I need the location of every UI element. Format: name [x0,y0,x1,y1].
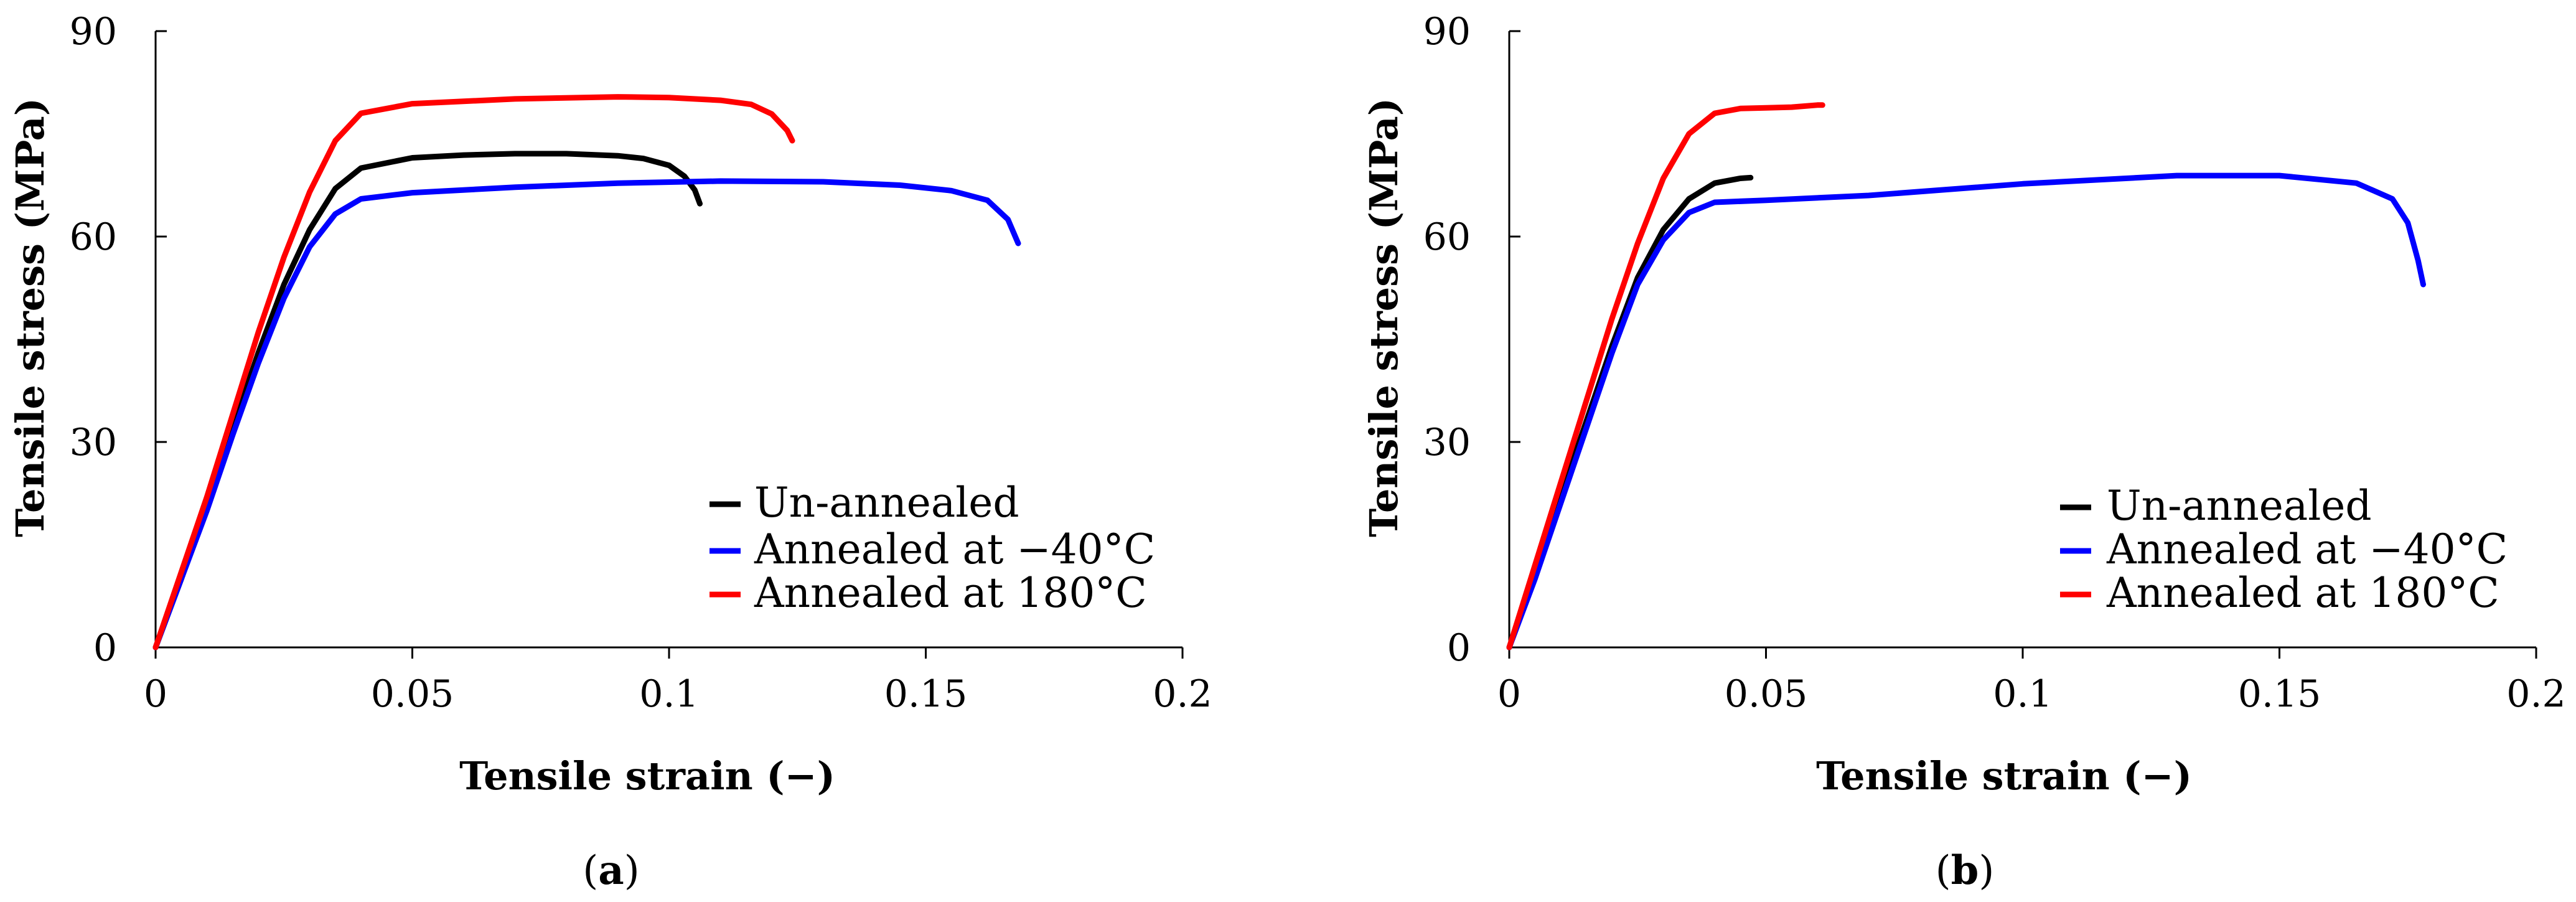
chart-b-xlabel: Tensile strain (−) [1816,753,2192,799]
chart-a-y-tick-label: 60 [70,215,117,259]
chart-b-y-tick-label: 90 [1423,10,1471,54]
chart-a-ylabel: Tensile stress (MPa) [7,98,53,537]
chart-b-plot: 0 0.05 0.1 0.15 0.2 0 30 60 90 [1423,10,2566,716]
chart-b-series-3-line [1506,102,1825,651]
chart-a-x-tick-label: 0.05 [371,672,454,716]
chart-b-x-tick-label: 0.2 [2506,672,2565,716]
chart-b-legend-label: Un-annealed [2107,482,2372,530]
chart-b-ylabel: Tensile stress (MPa) [1361,98,1407,537]
chart-a-series-3-line [152,94,795,651]
chart-a-x-tick-label: 0.2 [1153,672,1212,716]
chart-a-x-tick-label: 0 [144,672,167,716]
chart-b-legend-label: Annealed at 180°C [2106,569,2499,617]
chart-a-series-2-line [152,178,1021,651]
chart-b: 0 0.05 0.1 0.15 0.2 0 30 60 90 Tensile stress (M… [1361,10,2566,894]
chart-b-series-2-line [1506,172,2426,651]
chart-b-y-tick-label: 30 [1423,421,1471,464]
chart-a-legend-label: Annealed at −40°C [754,525,1155,573]
chart-a: 0 0.05 0.1 0.15 0.2 0 30 60 90 Tensile stress (M… [7,10,1212,894]
chart-b-x-tick-label: 0.05 [1725,672,1808,716]
chart-a-x-tick-label: 0.1 [639,672,698,716]
chart-b-x-tick-label: 0 [1497,672,1521,716]
chart-a-y-tick-label: 30 [70,421,117,464]
chart-b-series-1-line [1506,174,1754,651]
chart-a-panel-label: (a) [583,847,639,894]
chart-b-y-tick-label: 60 [1423,215,1471,259]
chart-a-legend-label: Annealed at 180°C [754,569,1147,617]
chart-a-x-tick-label: 0.15 [884,672,968,716]
chart-b-legend-label: Annealed at −40°C [2106,525,2508,573]
chart-a-xlabel: Tensile strain (−) [459,753,835,799]
chart-a-y-tick-label: 0 [93,626,117,670]
chart-a-y-tick-label: 90 [70,10,117,54]
chart-b-panel-label: (b) [1936,847,1995,894]
chart-b-y-tick-label: 0 [1447,626,1471,670]
chart-a-legend-label: Un-annealed [754,479,1019,527]
chart-b-x-tick-label: 0.1 [1993,672,2052,716]
chart-b-x-tick-label: 0.15 [2238,672,2321,716]
chart-a-plot: 0 0.05 0.1 0.15 0.2 0 30 60 90 [70,10,1212,716]
